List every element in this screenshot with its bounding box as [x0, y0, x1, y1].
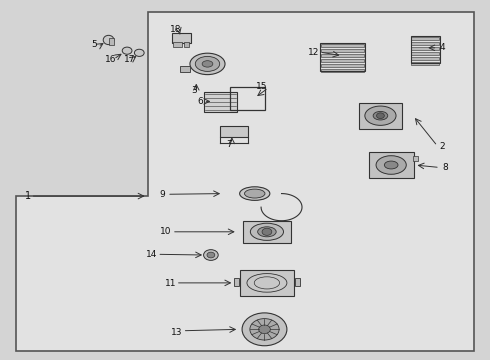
Text: 18: 18: [170, 25, 182, 34]
Circle shape: [376, 113, 384, 118]
Bar: [320, 49, 365, 52]
Bar: [359, 103, 402, 129]
Bar: [204, 92, 237, 112]
Text: 7: 7: [226, 140, 232, 149]
Ellipse shape: [190, 53, 225, 75]
Bar: [320, 54, 365, 57]
Bar: [173, 42, 182, 47]
Ellipse shape: [365, 106, 396, 125]
Bar: [220, 126, 248, 138]
Text: 8: 8: [443, 163, 449, 172]
Bar: [184, 42, 189, 47]
Text: 4: 4: [440, 43, 445, 52]
Text: 9: 9: [159, 190, 165, 199]
Circle shape: [242, 313, 287, 346]
Bar: [411, 52, 440, 55]
Text: 2: 2: [440, 141, 445, 150]
Ellipse shape: [373, 111, 388, 120]
Bar: [320, 64, 365, 67]
Text: 13: 13: [171, 328, 183, 337]
Text: 15: 15: [256, 82, 268, 91]
Bar: [295, 278, 300, 286]
Ellipse shape: [245, 189, 265, 198]
Bar: [320, 44, 365, 47]
Circle shape: [207, 252, 215, 258]
Text: 12: 12: [308, 48, 319, 57]
Bar: [240, 270, 294, 296]
Ellipse shape: [240, 187, 270, 201]
Text: 14: 14: [146, 250, 157, 259]
Text: 3: 3: [191, 86, 196, 95]
Bar: [320, 69, 365, 72]
Ellipse shape: [384, 161, 398, 169]
Circle shape: [262, 228, 272, 235]
Ellipse shape: [122, 47, 132, 54]
Text: 11: 11: [165, 279, 177, 288]
Bar: [411, 42, 440, 45]
Ellipse shape: [134, 49, 144, 57]
Bar: [411, 47, 440, 50]
Circle shape: [203, 249, 218, 260]
Text: 1: 1: [25, 191, 31, 201]
Bar: [411, 62, 440, 64]
Bar: [109, 38, 114, 45]
Bar: [411, 37, 440, 40]
Text: 16: 16: [105, 55, 117, 64]
Bar: [172, 33, 192, 43]
Ellipse shape: [103, 35, 114, 45]
Circle shape: [250, 319, 279, 340]
Text: 17: 17: [124, 55, 135, 64]
Bar: [320, 43, 365, 71]
Bar: [230, 87, 265, 110]
Bar: [369, 152, 414, 178]
Ellipse shape: [250, 223, 284, 240]
Bar: [180, 66, 191, 72]
Ellipse shape: [202, 61, 213, 67]
Ellipse shape: [258, 227, 276, 237]
Bar: [413, 157, 418, 161]
Bar: [243, 221, 291, 243]
Text: 5: 5: [91, 40, 97, 49]
Circle shape: [259, 325, 270, 334]
Text: 6: 6: [197, 97, 203, 106]
Text: 10: 10: [160, 227, 172, 236]
Polygon shape: [16, 12, 474, 351]
Bar: [320, 59, 365, 62]
Ellipse shape: [196, 57, 220, 71]
Bar: [411, 36, 440, 63]
Bar: [234, 278, 239, 286]
Ellipse shape: [376, 156, 406, 174]
Bar: [411, 57, 440, 60]
